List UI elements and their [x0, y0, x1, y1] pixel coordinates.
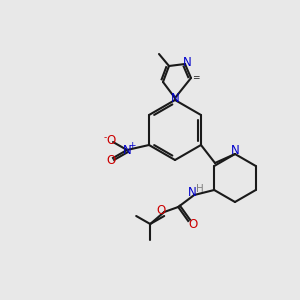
Text: O: O	[189, 218, 198, 230]
Text: O: O	[106, 154, 116, 166]
Text: O: O	[106, 134, 116, 146]
Text: N: N	[171, 92, 179, 104]
Text: N: N	[123, 143, 131, 157]
Text: =: =	[192, 74, 200, 82]
Text: +: +	[128, 140, 136, 149]
Text: N: N	[188, 187, 197, 200]
Text: O: O	[157, 203, 166, 217]
Text: N: N	[231, 145, 239, 158]
Text: H: H	[196, 184, 204, 194]
Text: N: N	[183, 56, 191, 68]
Text: -: -	[103, 134, 106, 142]
